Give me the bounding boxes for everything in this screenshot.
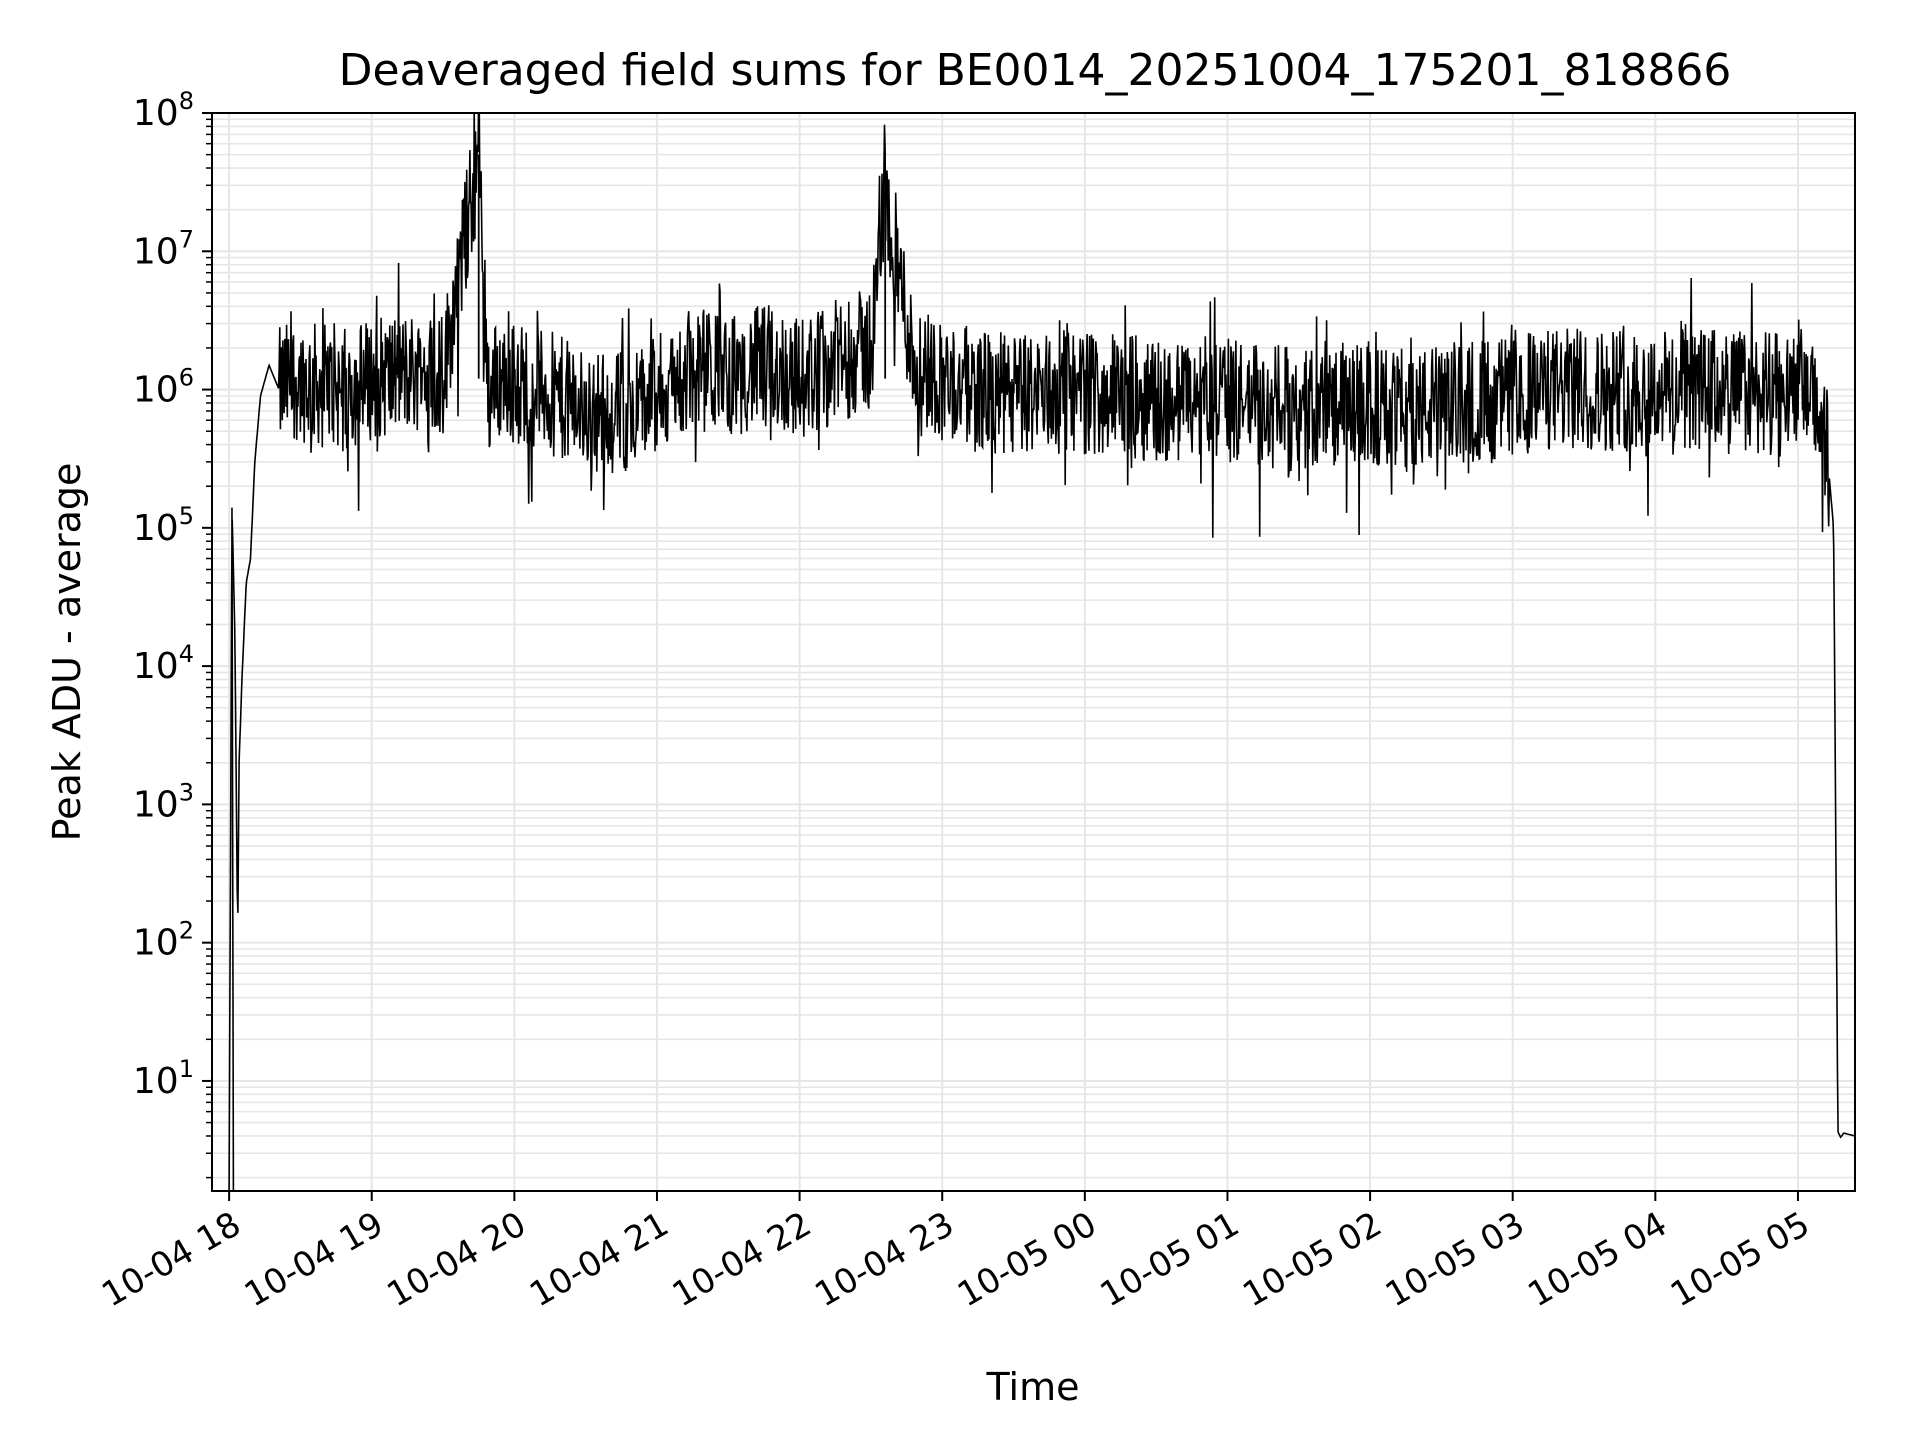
series-line-field-sums — [228, 113, 1855, 1191]
series-group — [228, 113, 1855, 1192]
y-tick-label: 105 — [133, 502, 194, 549]
y-tick-label: 101 — [133, 1055, 194, 1102]
y-tick-label: 103 — [133, 778, 194, 825]
series-start-drop — [231, 507, 235, 1192]
chart-title: Deaveraged field sums for BE0014_2025100… — [339, 45, 1732, 96]
y-axis: 101 102 103 104 105 106 107 108 — [133, 87, 212, 1179]
y-tick-label: 108 — [133, 87, 194, 134]
y-tick-label: 102 — [133, 917, 194, 964]
y-tick-label: 106 — [133, 364, 194, 411]
y-axis-label: Peak ADU - average — [45, 463, 89, 842]
plot-frame — [211, 112, 1856, 1192]
x-axis-label: Time — [986, 1365, 1080, 1409]
y-tick-label: 107 — [133, 225, 194, 272]
y-tick-label: 104 — [133, 640, 194, 687]
